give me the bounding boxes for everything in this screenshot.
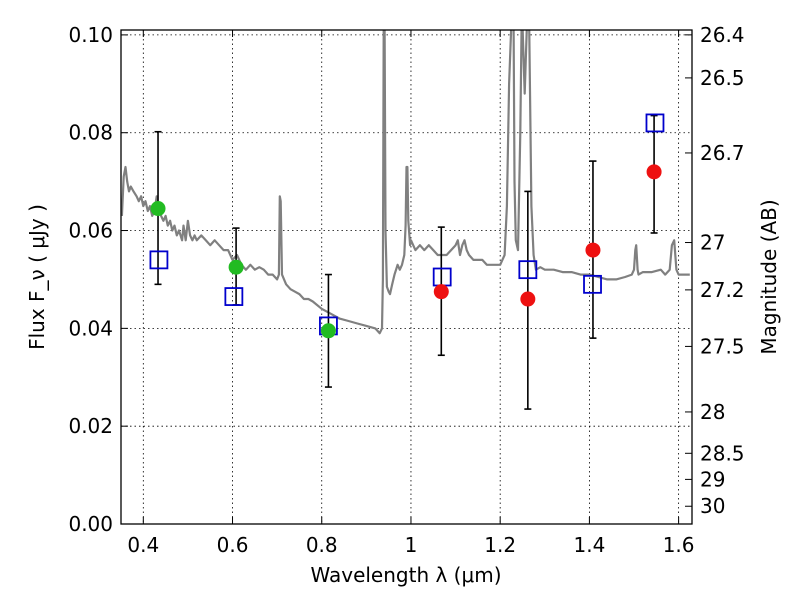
data-point-marker bbox=[520, 291, 536, 307]
x-tick-label: 1 bbox=[405, 533, 418, 557]
mag-tick-label: 27.5 bbox=[700, 334, 745, 358]
x-tick-label: 1.4 bbox=[573, 533, 605, 557]
data-point-marker bbox=[228, 259, 244, 275]
mag-tick-label: 30 bbox=[700, 494, 725, 518]
mag-tick-label: 27.2 bbox=[700, 278, 745, 302]
plot-background bbox=[121, 30, 692, 524]
mag-tick-label: 29 bbox=[700, 467, 725, 491]
x-tick-label: 0.6 bbox=[217, 533, 249, 557]
x-axis: 0.4 0.6 0.8 1 1.2 1.4 1.6 bbox=[127, 30, 695, 557]
mag-tick-label: 28.5 bbox=[700, 441, 745, 465]
plot-frame bbox=[120, 29, 693, 525]
mag-tick-label: 27 bbox=[700, 231, 725, 255]
model-square-marker bbox=[149, 250, 169, 270]
x-tick-label: 0.4 bbox=[127, 533, 159, 557]
y-axis-right-label: Magnitude (AB) bbox=[757, 199, 781, 354]
mag-tick-label: 26.5 bbox=[700, 66, 745, 90]
mag-tick-label: 26.7 bbox=[700, 141, 745, 165]
model-square-marker bbox=[518, 260, 538, 280]
model-square-marker bbox=[224, 287, 244, 306]
mag-tick-label: 26.4 bbox=[700, 23, 745, 47]
x-tick-label: 1.6 bbox=[663, 533, 695, 557]
y-tick-label: 0.08 bbox=[68, 121, 113, 145]
y-tick-label: 0.00 bbox=[68, 512, 113, 536]
data-point-marker bbox=[320, 323, 336, 339]
mag-tick-label: 28 bbox=[700, 400, 725, 424]
y-tick-label: 0.06 bbox=[68, 219, 113, 243]
x-axis-label: Wavelength λ (μm) bbox=[310, 563, 501, 587]
y-tick-label: 0.10 bbox=[68, 23, 113, 47]
spectrum-line bbox=[121, 30, 690, 335]
y-tick-label: 0.02 bbox=[68, 414, 113, 438]
data-point-marker bbox=[585, 242, 601, 258]
marker-layer bbox=[149, 113, 665, 339]
x-tick-label: 0.8 bbox=[306, 533, 338, 557]
data-point-marker bbox=[150, 201, 166, 217]
model-square-marker bbox=[583, 274, 602, 294]
data-point-marker bbox=[433, 284, 449, 300]
x-tick-label: 1.2 bbox=[484, 533, 516, 557]
y-tick-label: 0.04 bbox=[68, 316, 113, 340]
model-square-marker bbox=[645, 113, 665, 133]
data-point-marker bbox=[646, 164, 662, 180]
y-axis-left: 0.00 0.02 0.04 0.06 0.08 0.10 bbox=[68, 23, 128, 536]
y-axis-right: 26.4 26.5 26.7 27 27.2 27.5 28 28.529 30 bbox=[685, 23, 745, 518]
spectrum-layer bbox=[121, 30, 690, 335]
y-axis-label: Flux F_ν ( μJy ) bbox=[25, 204, 49, 350]
